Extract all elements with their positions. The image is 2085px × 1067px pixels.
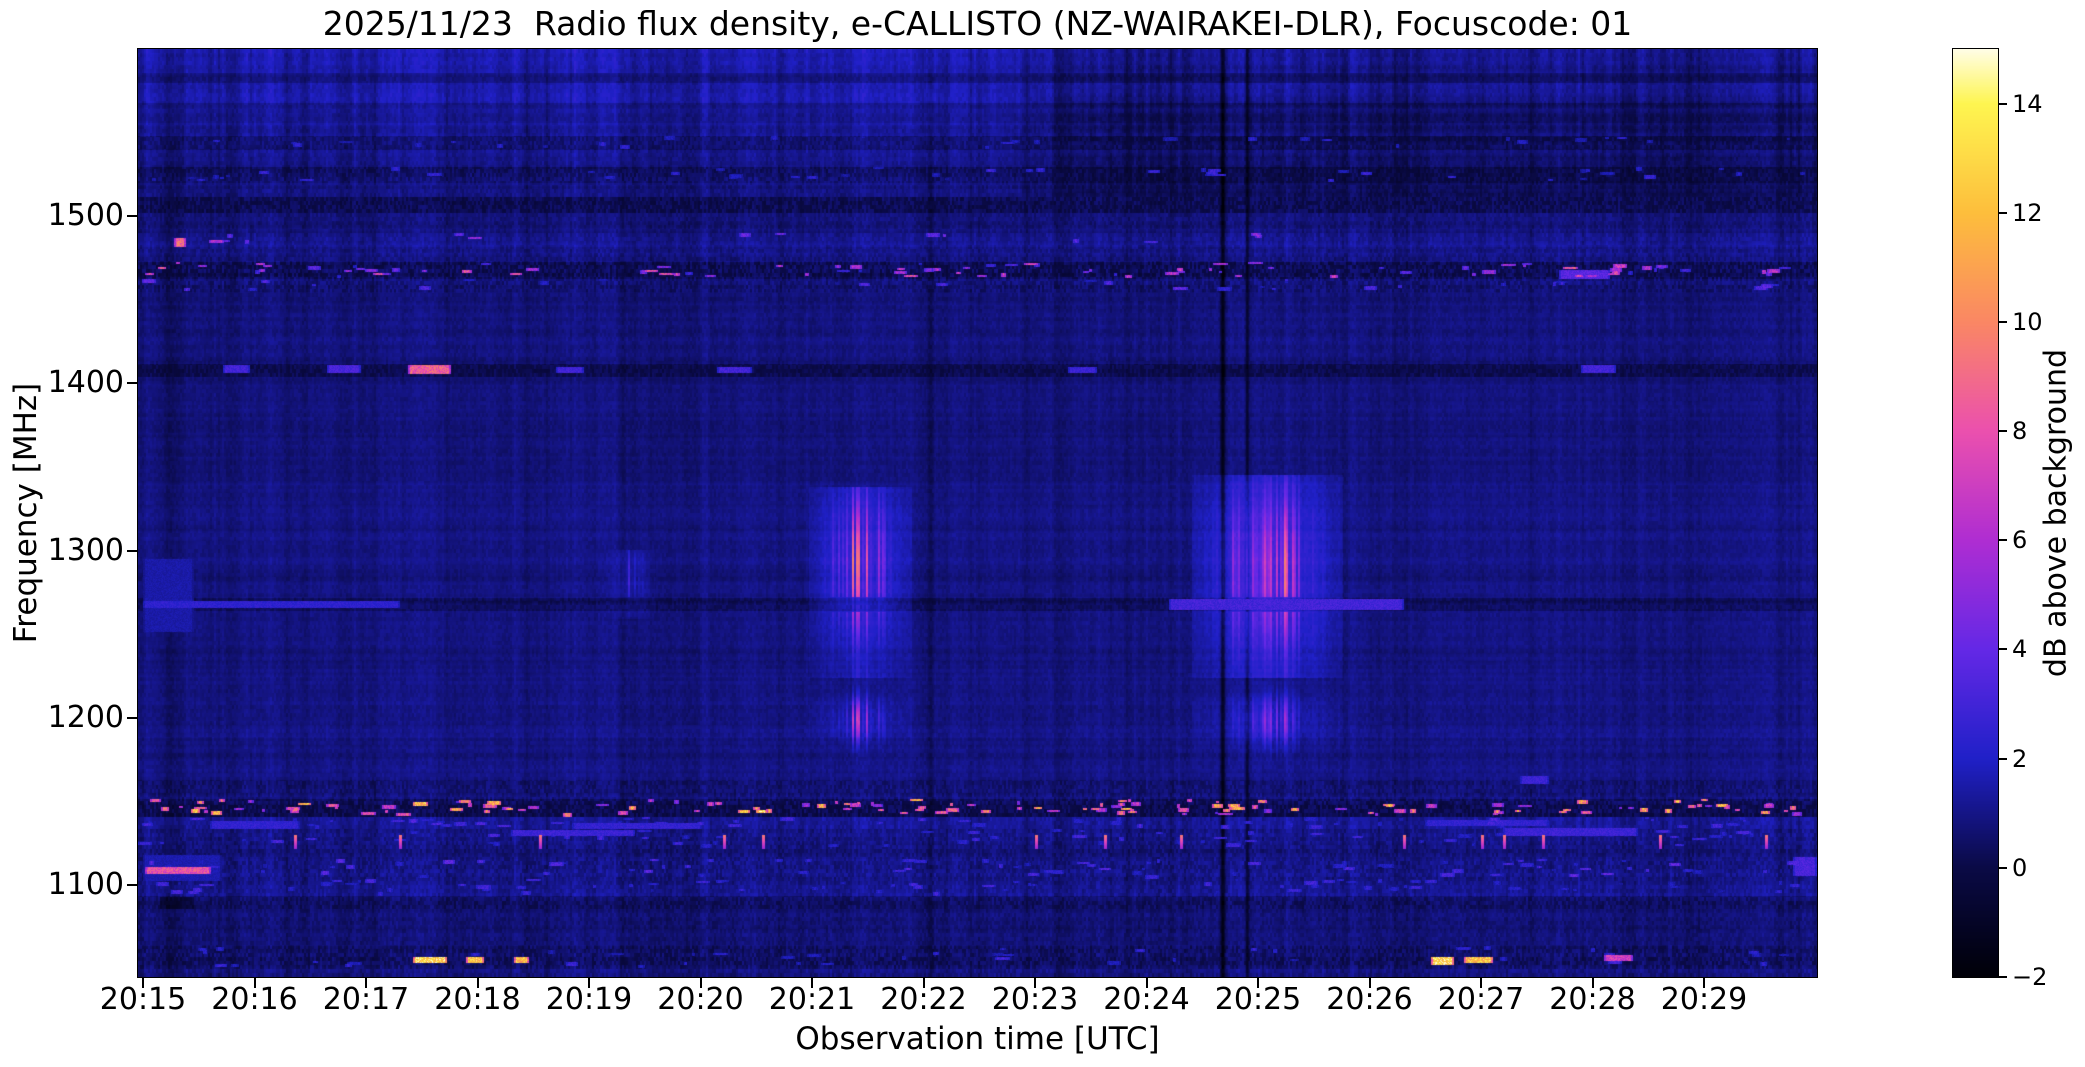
x-tick-label: 20:29	[1660, 982, 1748, 1017]
colorbar-tick-label: 0	[2012, 853, 2028, 882]
x-tick-label: 20:26	[1326, 982, 1413, 1017]
x-tick-mark	[811, 978, 813, 988]
x-tick-mark	[142, 978, 144, 988]
x-tick-mark	[1257, 978, 1259, 988]
y-tick-label: 1500	[47, 198, 124, 234]
colorbar-tick-mark	[1999, 757, 2007, 760]
colorbar	[1952, 48, 1999, 978]
x-tick-label: 20:20	[657, 982, 744, 1017]
x-tick-label: 20:25	[1214, 982, 1302, 1017]
y-tick-label: 1300	[47, 532, 124, 568]
colorbar-tick-mark	[1999, 320, 2007, 323]
x-tick-mark	[699, 978, 702, 988]
x-tick-label: 20:24	[1103, 982, 1190, 1017]
y-tick-mark	[127, 382, 137, 385]
x-tick-mark	[365, 978, 367, 988]
x-tick-mark	[1591, 978, 1594, 988]
colorbar-tick-mark	[1999, 211, 2007, 214]
x-tick-label: 20:28	[1549, 982, 1636, 1017]
y-tick-mark	[127, 884, 137, 887]
x-tick-mark	[1145, 978, 1148, 988]
colorbar-tick-mark	[1999, 866, 2007, 869]
colorbar-tick-label: −2	[2012, 963, 2048, 991]
y-tick-label: 1400	[47, 365, 124, 401]
y-tick-label: 1100	[47, 867, 124, 903]
x-tick-label: 20:21	[768, 982, 856, 1017]
colorbar-tick-label: 2	[2012, 744, 2028, 773]
colorbar-tick-label: 14	[2012, 89, 2043, 118]
colorbar-tick-mark	[1999, 976, 2007, 978]
colorbar-tick-mark	[1999, 430, 2007, 433]
x-tick-label: 20:18	[434, 982, 521, 1017]
chart-title: 2025/11/23 Radio flux density, e-CALLIST…	[322, 4, 1633, 43]
y-tick-mark	[127, 716, 137, 719]
colorbar-tick-label: 6	[2012, 526, 2028, 555]
colorbar-canvas	[1953, 49, 1998, 977]
x-tick-mark	[922, 978, 925, 988]
x-tick-label: 20:17	[322, 982, 410, 1017]
y-tick-mark	[127, 215, 137, 218]
x-tick-mark	[1034, 978, 1036, 988]
x-tick-label: 20:19	[545, 982, 633, 1017]
x-tick-mark	[1368, 978, 1371, 988]
colorbar-tick-label: 8	[2012, 417, 2028, 446]
x-axis-label: Observation time [UTC]	[795, 1021, 1160, 1057]
colorbar-label: dB above background	[2038, 348, 2074, 678]
x-tick-mark	[1480, 978, 1482, 988]
colorbar-tick-label: 10	[2012, 307, 2043, 336]
spectrogram-canvas	[138, 49, 1817, 977]
x-tick-mark	[253, 978, 256, 988]
x-tick-label: 20:22	[880, 982, 967, 1017]
plot-area	[137, 48, 1818, 978]
colorbar-tick-label: 4	[2012, 635, 2028, 664]
x-tick-label: 20:27	[1437, 982, 1525, 1017]
y-tick-label: 1200	[47, 699, 124, 735]
x-tick-mark	[588, 978, 590, 988]
x-tick-label: 20:15	[99, 982, 187, 1017]
colorbar-tick-label: 12	[2012, 198, 2043, 227]
x-tick-mark	[476, 978, 479, 988]
colorbar-tick-mark	[1999, 102, 2007, 105]
colorbar-tick-mark	[1999, 539, 2007, 542]
colorbar-tick-mark	[1999, 648, 2007, 651]
x-tick-mark	[1703, 978, 1705, 988]
y-axis-label: Frequency [MHz]	[8, 382, 44, 644]
x-tick-label: 20:23	[991, 982, 1079, 1017]
x-tick-label: 20:16	[211, 982, 298, 1017]
y-tick-mark	[127, 549, 137, 552]
